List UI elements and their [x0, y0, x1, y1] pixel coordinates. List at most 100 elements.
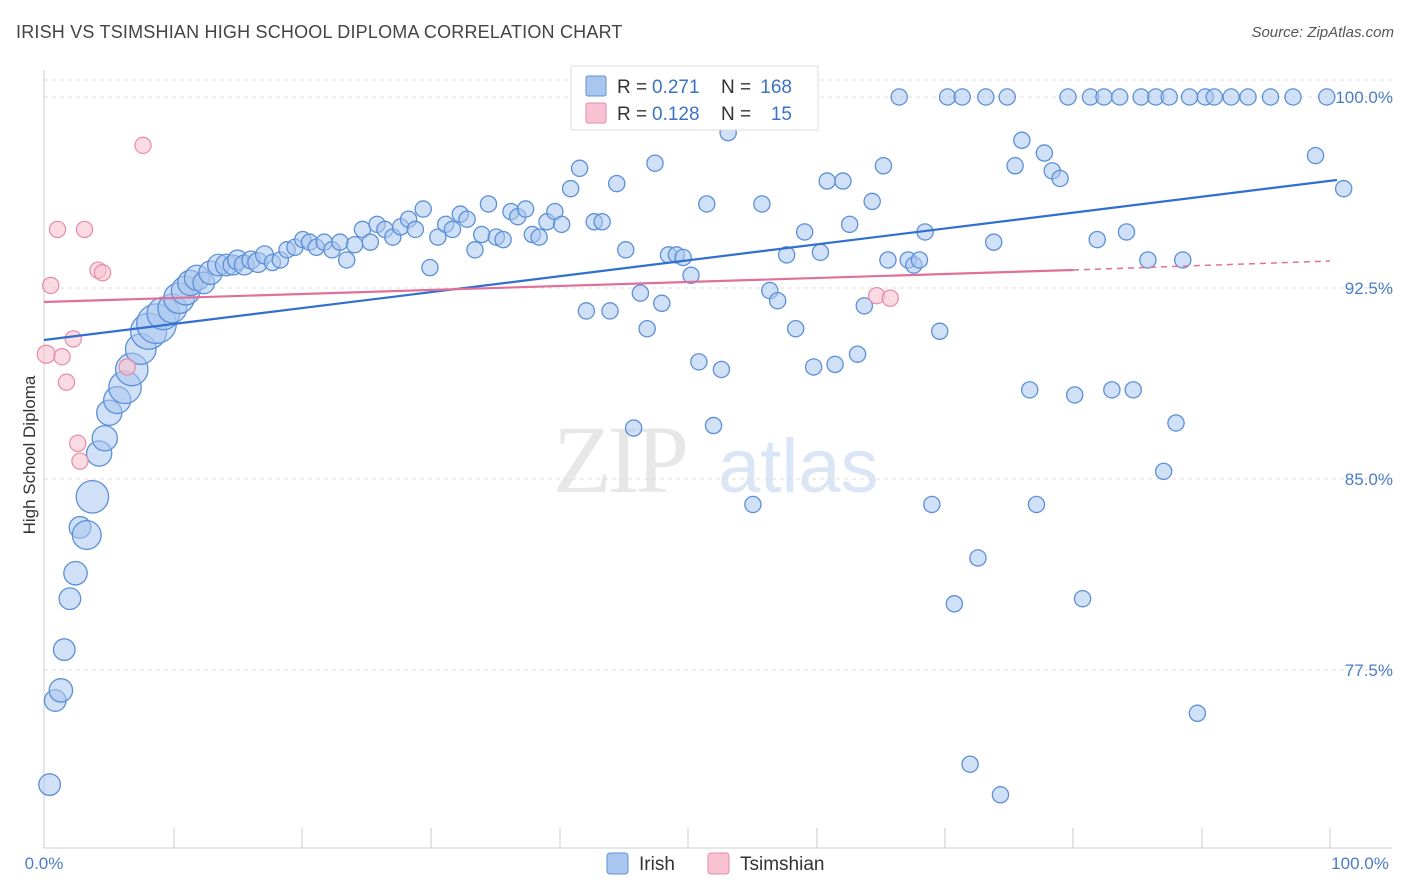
irish-point	[48, 678, 74, 703]
legend-tsimshian-r-value: 0.128	[652, 104, 700, 125]
y-tick-label: 92.5%	[1345, 279, 1393, 298]
y-tick-label: 77.5%	[1345, 661, 1393, 680]
svg-text:atlas: atlas	[718, 424, 879, 509]
source-credit: Source: ZipAtlas.com	[1251, 24, 1394, 41]
axes	[43, 70, 1392, 849]
irish-point	[577, 302, 596, 320]
zipatlas-watermark: ZIP atlas	[553, 406, 879, 513]
irish-point	[1261, 88, 1280, 106]
stats-legend-box	[570, 65, 819, 131]
irish-point	[1117, 223, 1136, 241]
irish-point	[1035, 144, 1054, 162]
irish-point	[494, 230, 512, 249]
irish-points	[38, 88, 1353, 804]
irish-point	[938, 88, 957, 106]
irish-point	[458, 210, 476, 228]
irish-point	[1205, 88, 1224, 106]
series-legend-swatch-irish	[606, 852, 629, 875]
tsimshian-point	[69, 434, 87, 453]
x-tick-label-left: 0.0%	[25, 854, 64, 873]
irish-point	[472, 225, 491, 244]
irish-point	[1051, 169, 1069, 188]
irish-point	[890, 88, 908, 106]
irish-point	[653, 294, 671, 313]
irish-point	[75, 479, 110, 514]
trend-lines	[43, 178, 1338, 342]
irish-point	[443, 220, 462, 239]
legend-irish-r-value: 0.271	[652, 77, 700, 98]
irish-point	[998, 88, 1016, 106]
irish-point	[930, 322, 949, 341]
irish-point	[466, 241, 484, 259]
irish-point	[1088, 230, 1106, 249]
irish-point	[624, 419, 643, 437]
legend-irish-r-label: R =	[617, 77, 647, 98]
legend-swatch-irish	[585, 75, 607, 97]
svg-text:ZIP: ZIP	[553, 406, 686, 513]
tsimshian-point	[36, 344, 56, 364]
tsimshian-point	[64, 330, 82, 348]
tsimshian-point	[118, 358, 136, 376]
irish-point	[1124, 381, 1142, 399]
tsimshian-point	[71, 452, 89, 470]
irish-point	[1334, 179, 1353, 198]
irish-point	[52, 638, 76, 662]
irish-point	[617, 241, 635, 259]
irish-point	[479, 195, 498, 213]
tsimshian-point	[57, 373, 76, 391]
tsimshian-point	[53, 348, 71, 366]
series-legend-label-irish: Irish	[639, 854, 675, 875]
irish-point	[1239, 88, 1257, 106]
irish-point	[786, 319, 805, 338]
irish-point	[331, 233, 349, 251]
irish-point	[682, 266, 700, 285]
irish-point	[953, 88, 971, 106]
irish-point	[768, 291, 787, 310]
irish-point	[690, 353, 708, 371]
irish-point	[977, 88, 995, 106]
irish-point	[1110, 88, 1129, 106]
irish-point	[1306, 146, 1325, 165]
irish-point	[1132, 88, 1150, 106]
irish-point	[345, 235, 364, 254]
legend-tsimshian-n-label: N =	[721, 104, 751, 125]
irish-point	[804, 358, 823, 376]
series-legend-label-tsimshian: Tsimshian	[740, 854, 824, 875]
y-tick-label: 100.0%	[1335, 88, 1393, 107]
y-tick-label: 85.0%	[1345, 470, 1393, 489]
x-ticks	[43, 828, 1331, 848]
tsimshian-point	[134, 136, 152, 155]
irish-point	[1073, 589, 1092, 608]
irish-point	[811, 243, 830, 262]
irish-point	[361, 233, 380, 251]
irish-point	[818, 172, 836, 190]
irish-point	[593, 213, 611, 231]
stats-legend: R = 0.271 N = 168 R = 0.128 N = 15	[570, 65, 819, 131]
irish-point	[1059, 88, 1077, 106]
y-axis-label: High School Diploma	[20, 375, 39, 534]
irish-point	[969, 549, 987, 567]
irish-point	[63, 560, 88, 586]
irish-point	[1006, 157, 1024, 175]
irish-point	[1065, 386, 1084, 404]
irish-point	[848, 345, 867, 363]
irish-point	[834, 172, 852, 190]
legend-tsimshian-n-value: 15	[771, 104, 792, 125]
irish-point	[646, 154, 664, 172]
irish-trend-line	[43, 178, 1338, 342]
legend-irish-n-label: N =	[721, 77, 751, 98]
irish-point	[608, 174, 626, 193]
irish-point	[406, 220, 425, 239]
irish-point	[71, 519, 102, 551]
irish-point	[923, 495, 941, 514]
irish-point	[38, 773, 62, 797]
irish-point	[638, 319, 656, 338]
tsimshian-point	[75, 220, 94, 239]
x-tick-label-right: 100.0%	[1331, 854, 1389, 873]
chart-title: IRISH VS TSIMSHIAN HIGH SCHOOL DIPLOMA C…	[16, 22, 623, 42]
irish-point	[516, 200, 535, 218]
irish-point	[1284, 88, 1302, 106]
series-legend: Irish Tsimshian	[606, 852, 824, 875]
tsimshian-point	[881, 289, 899, 307]
irish-point	[1154, 462, 1173, 481]
